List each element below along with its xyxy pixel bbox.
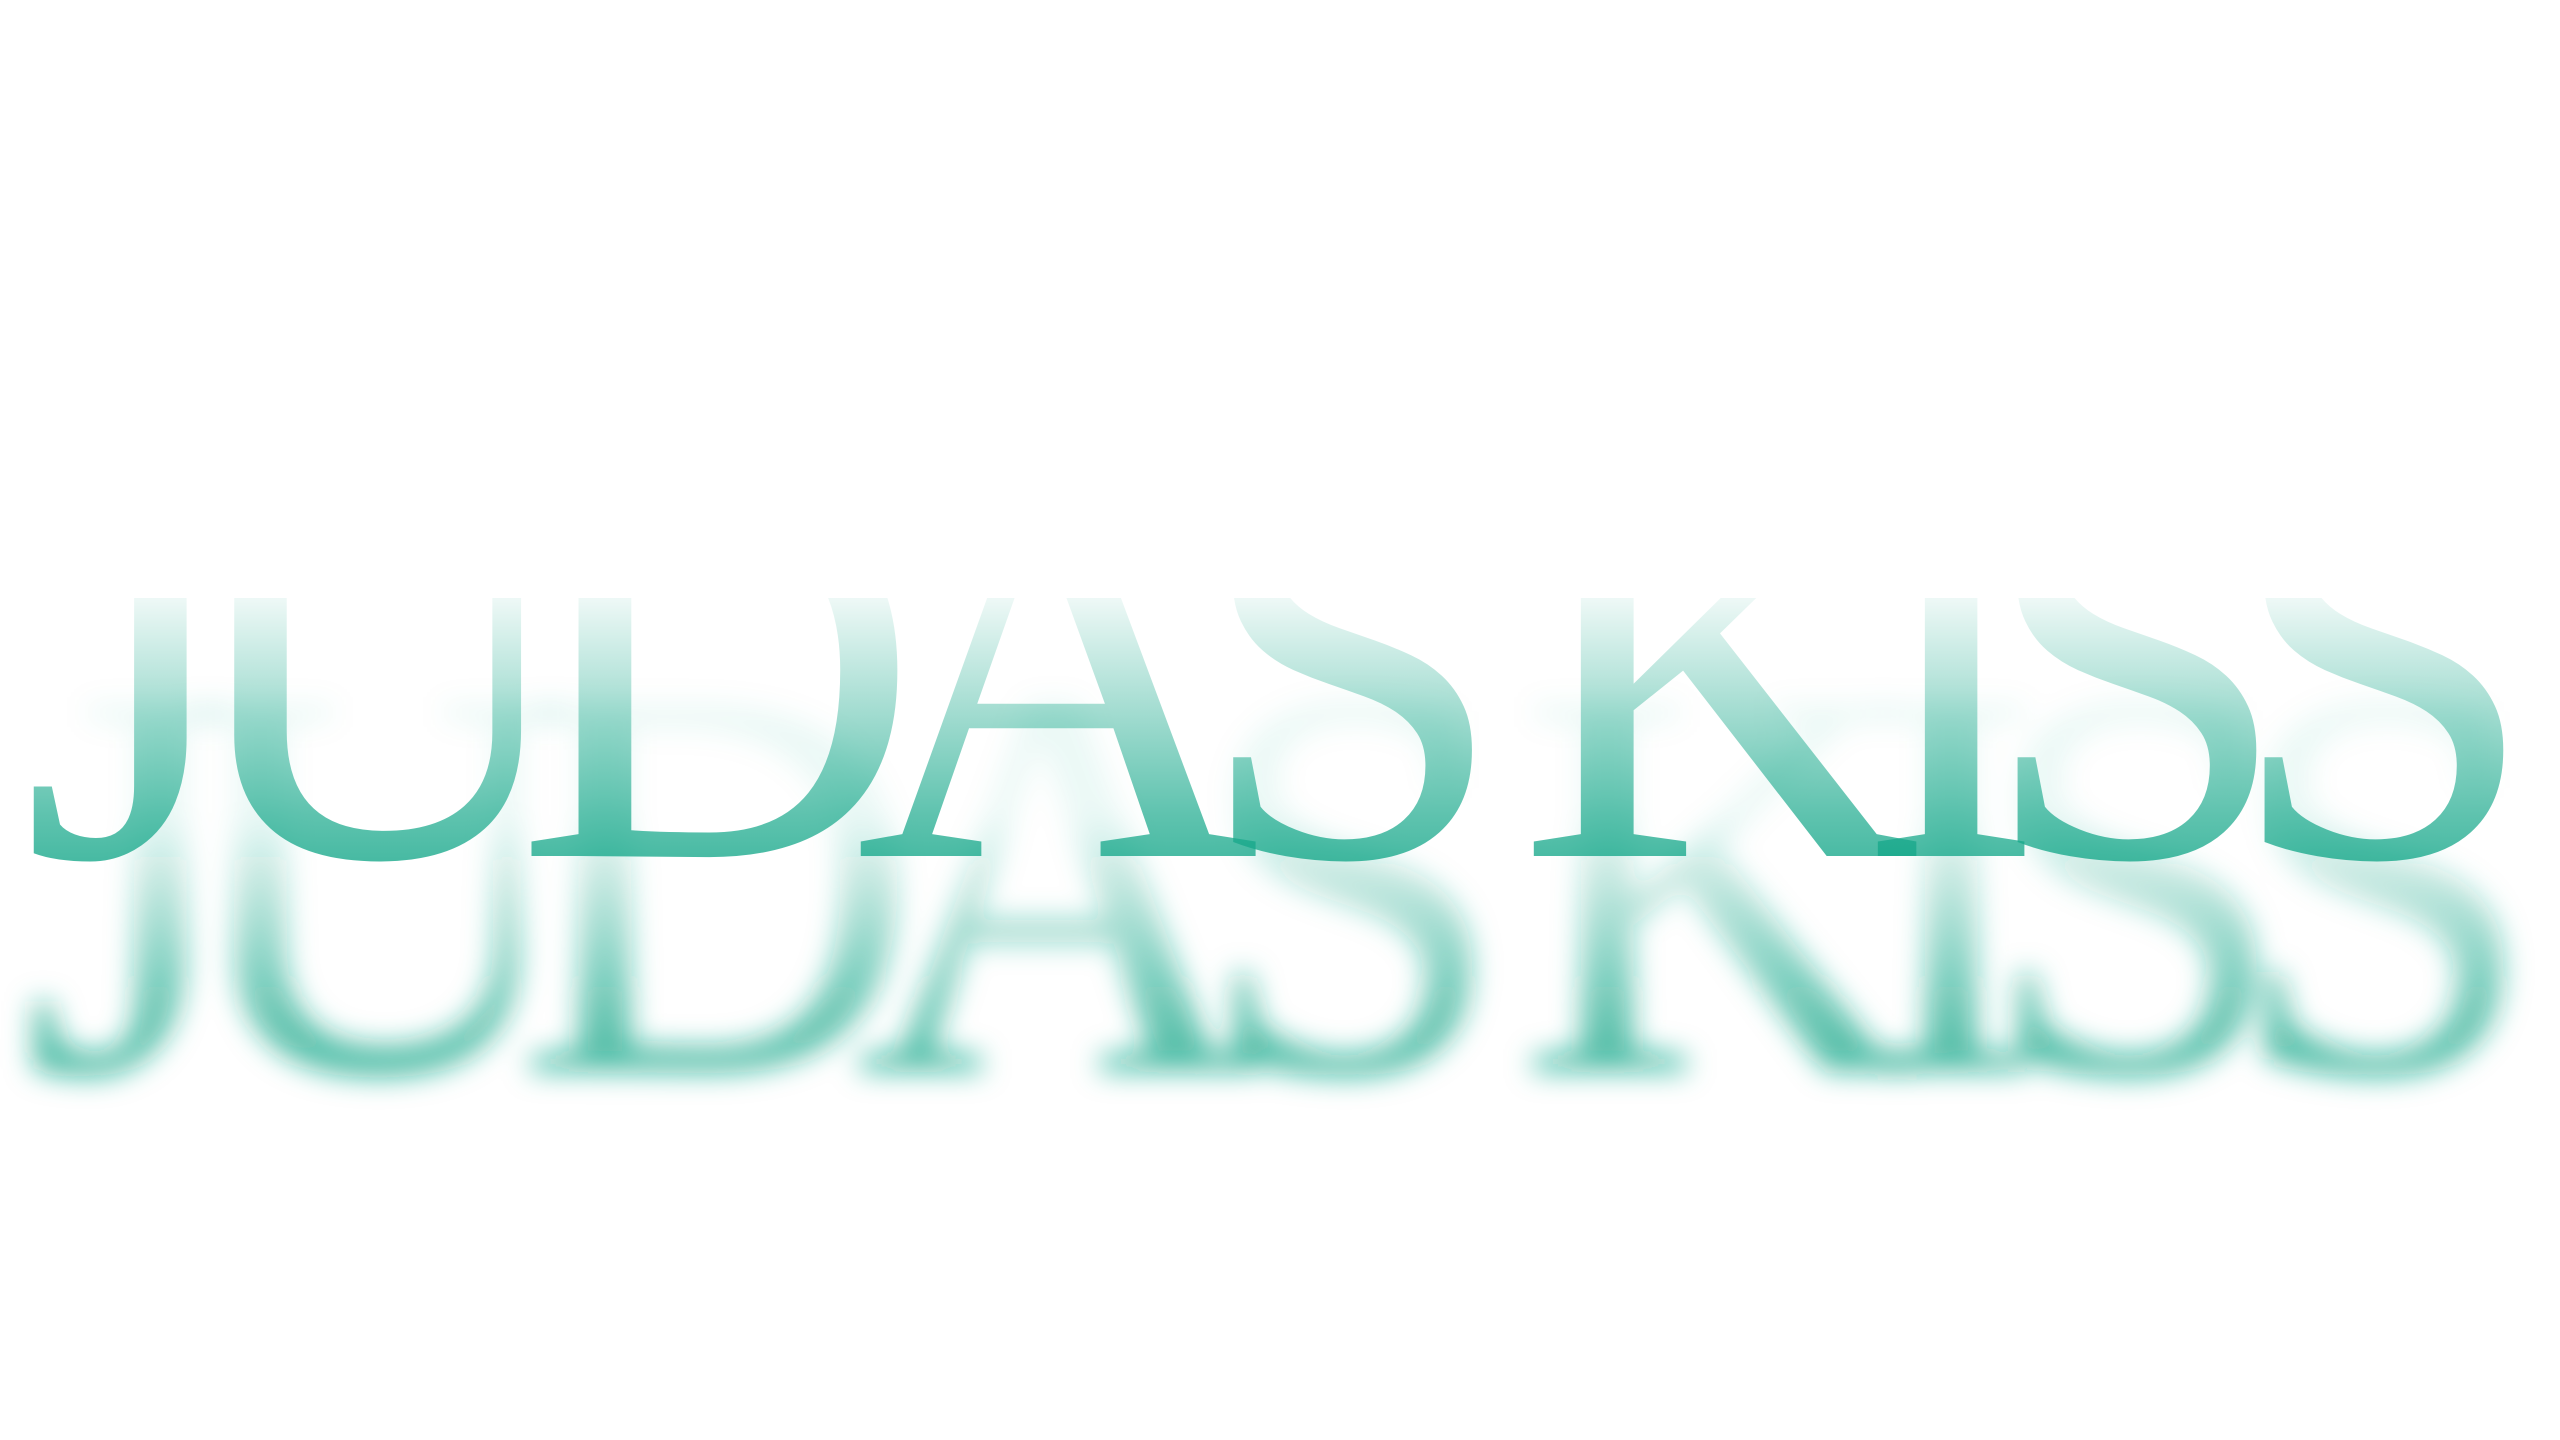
title: JUDAS KISS [22,358,2538,978]
title-group: JUDAS KISS [22,358,2538,1193]
